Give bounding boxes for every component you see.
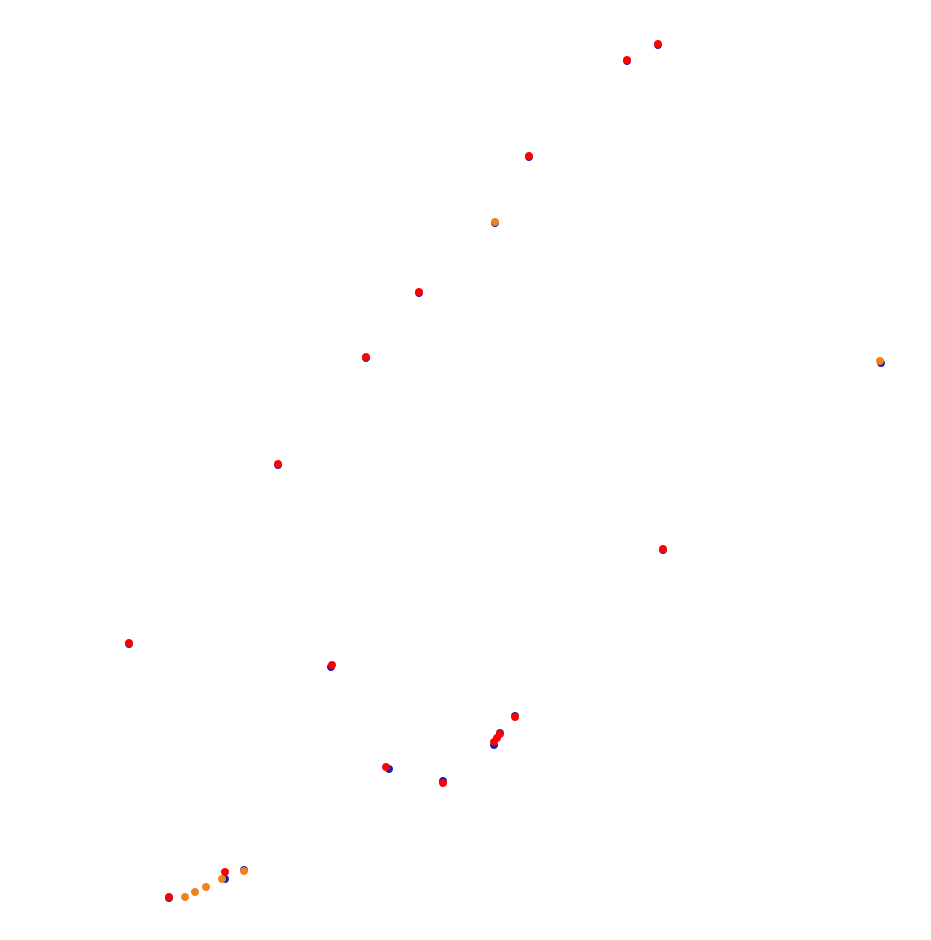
- point: [654, 40, 662, 48]
- point: [221, 868, 229, 876]
- point: [362, 353, 370, 361]
- point: [181, 893, 189, 901]
- point: [125, 639, 133, 647]
- point: [439, 779, 447, 787]
- point: [876, 357, 884, 365]
- point: [491, 218, 499, 226]
- point: [659, 545, 667, 553]
- point: [415, 288, 423, 296]
- point: [240, 867, 248, 875]
- point: [165, 893, 173, 901]
- point: [202, 883, 210, 891]
- point: [328, 661, 336, 669]
- point: [382, 763, 390, 771]
- point: [525, 152, 533, 160]
- point: [511, 713, 519, 721]
- point: [490, 738, 498, 746]
- point: [274, 460, 282, 468]
- point: [191, 888, 199, 896]
- point: [623, 56, 631, 64]
- point: [218, 875, 226, 883]
